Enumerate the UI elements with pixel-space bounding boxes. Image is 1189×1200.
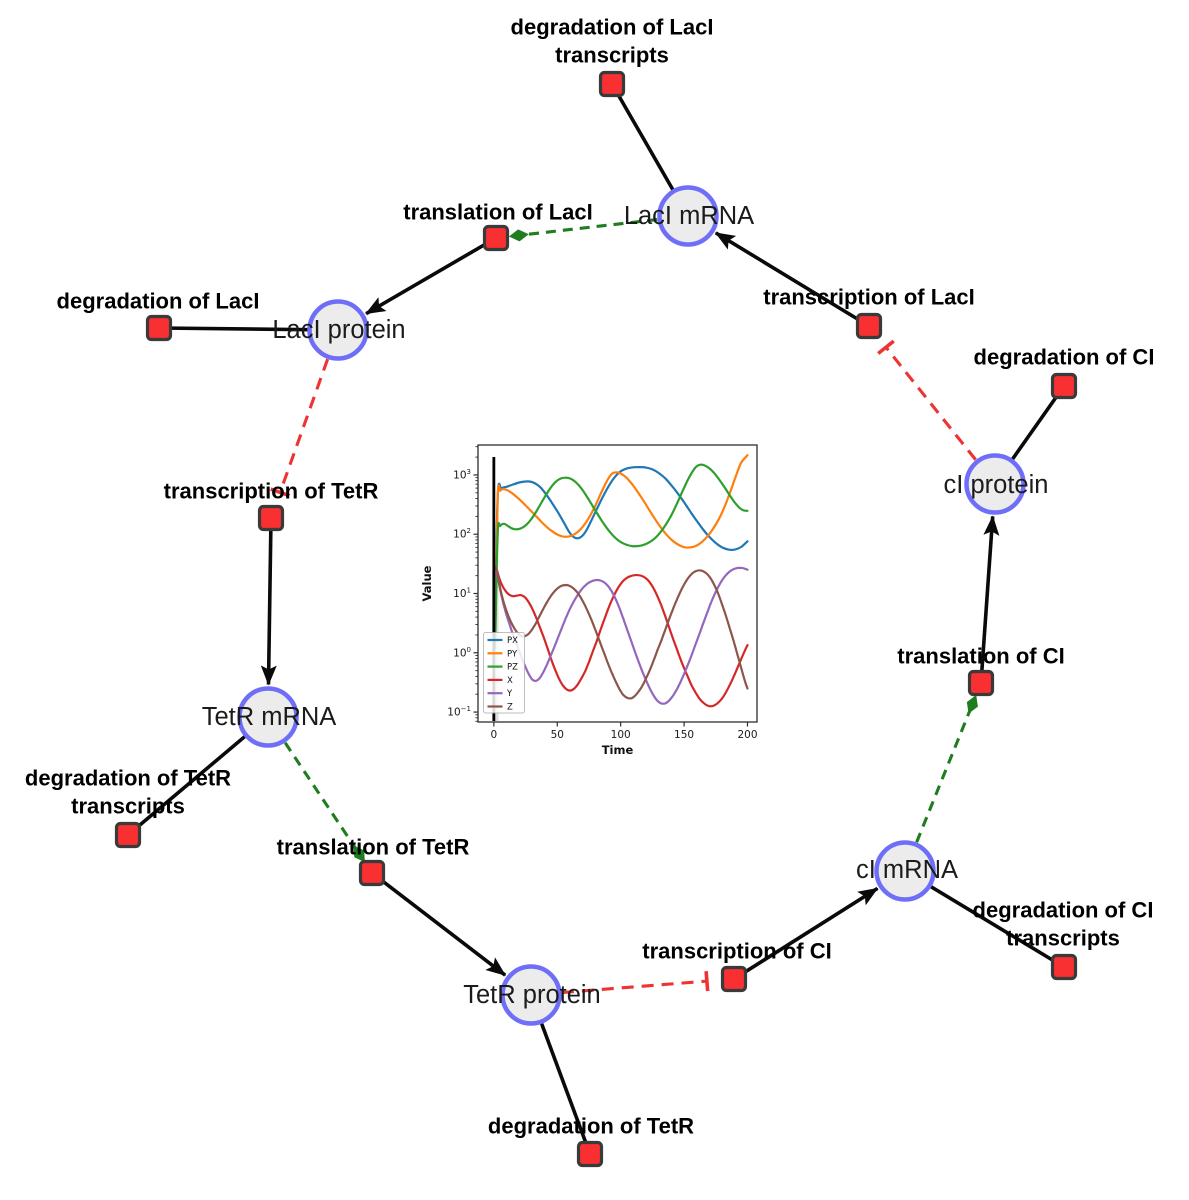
species-label-tetr-protein: TetR protein [463,981,601,1009]
edge-cI_mRNA-deg_cI_tx [904,869,1065,969]
reaction-label-txn-laci: transcription of LacI [763,285,974,310]
edge-tetR_protein-txn_cI [561,971,710,995]
reaction-node-txn-ci[interactable] [720,965,748,993]
edge-transl_lacI-lacI_protein [365,236,497,316]
curve-py [494,454,749,644]
reaction-label-transl-tetr: translation of TetR [277,835,470,860]
species-label-ci-protein: cI protein [944,471,1049,499]
species-node-ci-protein[interactable] [964,453,1026,515]
species-node-laci-mrna[interactable] [657,185,719,247]
x-tick-label: 0 [491,729,498,741]
edge-tetR_mRNA-transl_tetR [283,741,365,863]
reaction-node-transl-laci[interactable] [482,224,510,252]
labels-layer: LacI mRNA LacI protein TetR mRNA TetR prote… [25,15,1155,1139]
reaction-label-txn-tetr: transcription of TetR [164,479,379,504]
x-axis-label: Time [602,743,634,757]
reaction-label-deg-laci: degradation of LacI [57,289,260,314]
reaction-node-deg-ci-tx[interactable] [1050,953,1078,981]
reaction-node-txn-laci[interactable] [855,312,883,340]
x-tick-label: 100 [611,729,631,741]
reaction-node-deg-ci[interactable] [1050,372,1078,400]
legend-box [483,632,525,714]
reaction-node-transl-ci[interactable] [967,669,995,697]
reaction-node-deg-laci-tx[interactable] [598,70,626,98]
species-node-tetr-protein[interactable] [500,964,562,1026]
edge-lacI_protein-txn_tetR [270,358,330,498]
reaction-node-deg-tetr[interactable] [576,1140,604,1168]
reaction-label-transl-laci: translation of LacI [403,200,592,225]
edge-lacI_mRNA-transl_lacI [508,217,658,242]
edge-transl_cI-cI_protein [979,515,1000,684]
reaction-label-deg-ci-tx-line1: degradation of CI [973,898,1154,923]
species-label-tetr-mrna: TetR mRNA [202,703,337,731]
reaction-node-deg-tetr-tx[interactable] [114,821,142,849]
legend-item-y: Y [506,689,513,699]
species-label-laci-mrna: LacI mRNA [624,202,754,230]
reaction-label-deg-laci-tx-line2: transcripts [555,43,669,68]
edge-txn_lacI-lacI_mRNA [714,231,870,328]
species-node-ci-mrna[interactable] [874,840,936,902]
species-node-laci-protein[interactable] [307,299,369,361]
curve-pz [494,463,749,650]
chart-curves [494,454,749,708]
curve-z [494,566,749,700]
reaction-node-deg-laci[interactable] [145,314,173,342]
species-label-laci-protein: LacI protein [272,316,405,344]
reaction-node-transl-tetr[interactable] [358,859,386,887]
nodes-layer [114,70,1078,1168]
edge-transl_tetR-tetR_protein [370,871,507,977]
species-node-tetr-mrna[interactable] [237,686,299,748]
edge-cI_protein-txn_lacI [877,339,977,461]
x-tick-label: 50 [551,729,564,741]
legend-item-py: PY [507,649,518,659]
curve-y [494,566,749,705]
y-axis-label: Value [420,565,434,601]
legend-item-px: PX [507,636,518,646]
reaction-label-deg-ci-tx-line2: transcripts [1006,926,1120,951]
curve-x [494,567,749,708]
reaction-label-deg-ci: degradation of CI [974,345,1155,370]
reaction-label-txn-ci: transcription of CI [642,939,831,964]
reaction-node-txn-tetr[interactable] [257,504,285,532]
legend-item-pz: PZ [507,663,518,673]
edges-layer [126,83,1066,1155]
x-tick-label: 150 [674,729,694,741]
reaction-label-deg-tetr-tx-line1: degradation of TetR [25,766,231,791]
reaction-label-transl-ci: translation of CI [897,644,1064,669]
species-label-ci-mrna: cI mRNA [856,856,958,884]
x-tick-label: 200 [737,729,757,741]
legend: PX PY PZ XYZ [483,632,525,714]
edge-cI_mRNA-transl_cI [915,695,978,843]
legend-item-z: Z [507,703,513,713]
legend-item-x: X [507,676,513,686]
curve-px [494,465,749,636]
reaction-label-deg-tetr-tx-line2: transcripts [71,794,185,819]
reaction-label-deg-tetr: degradation of TetR [488,1114,694,1139]
edge-txn_tetR-tetR_mRNA [260,517,277,686]
reaction-label-deg-laci-tx-line1: degradation of LacI [511,15,714,40]
edge-txn_cI-cI_mRNA [733,886,879,981]
